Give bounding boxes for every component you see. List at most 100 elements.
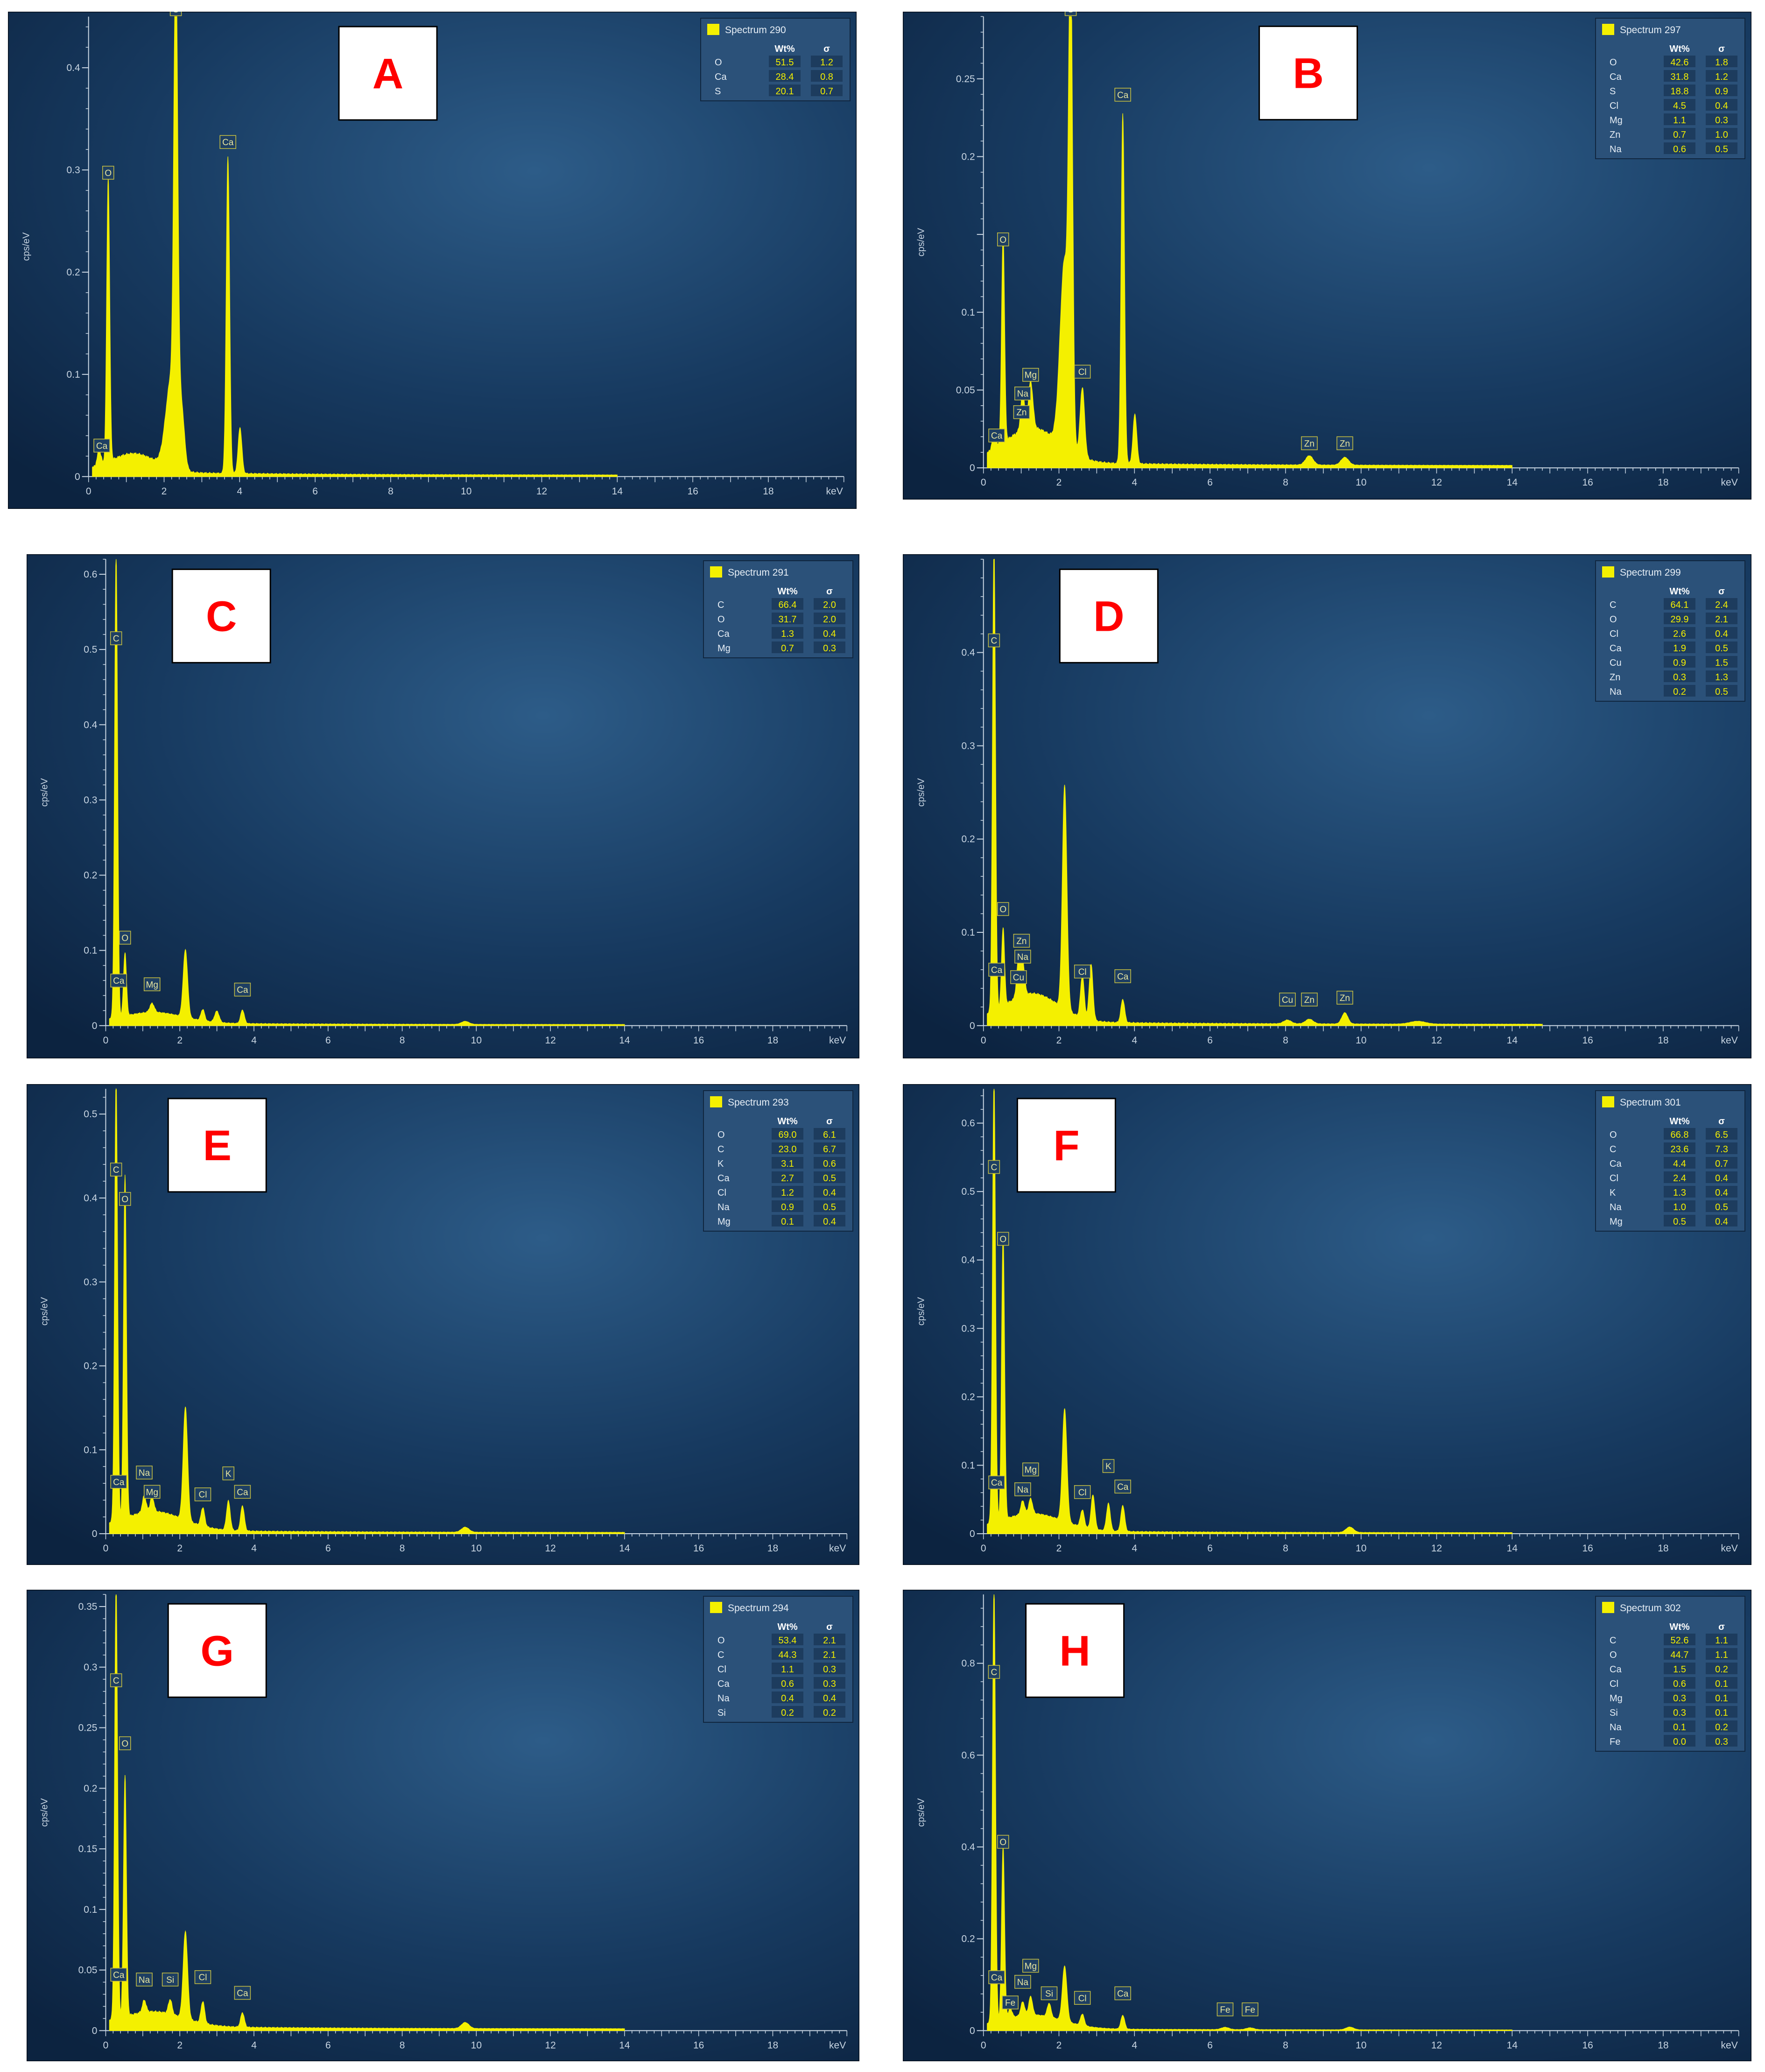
table-cell-bg <box>1664 56 1695 67</box>
table-element: S <box>715 86 721 97</box>
y-tick-label: 0.2 <box>962 1392 975 1402</box>
x-tick-label: 10 <box>1356 477 1366 488</box>
x-tick-label: 2 <box>177 1035 183 1046</box>
legend-swatch <box>1602 24 1614 35</box>
x-tick-label: 4 <box>251 1035 257 1046</box>
x-tick-label: 0 <box>103 2040 109 2051</box>
table-cell-bg <box>1664 1215 1695 1226</box>
peak-label-box <box>234 1485 251 1499</box>
table-element: Na <box>717 1693 730 1704</box>
y-tick-label: 0.2 <box>962 151 975 162</box>
peak-label-box <box>1102 1459 1115 1473</box>
table-element: Na <box>1610 1202 1622 1212</box>
y-tick-label: 0.1 <box>67 369 80 380</box>
x-tick-label: 12 <box>536 486 547 497</box>
peak-label-box <box>143 977 161 992</box>
table-value: 0.4 <box>1715 629 1728 639</box>
x-tick-label: 4 <box>1132 1035 1137 1046</box>
table-cell-bg <box>772 598 803 610</box>
table-value: 6.7 <box>823 1144 836 1155</box>
x-tick-label: 4 <box>1132 2040 1137 2051</box>
table-header: σ <box>826 1622 833 1632</box>
legend-swatch <box>707 24 719 35</box>
x-tick-label: 10 <box>1356 1543 1366 1554</box>
table-cell-bg <box>1706 685 1737 697</box>
table-cell-bg <box>814 1157 845 1169</box>
x-tick-label: 8 <box>1283 2040 1288 2051</box>
y-tick-label: 0.5 <box>84 644 97 655</box>
table-cell-bg <box>1664 598 1695 610</box>
table-cell-bg <box>1664 1677 1695 1689</box>
y-tick-label: 0.1 <box>84 1904 97 1915</box>
table-cell-bg <box>1706 1200 1737 1212</box>
y-tick-label: 0.4 <box>962 648 976 658</box>
x-tick-label: 6 <box>325 1543 331 1554</box>
table-value: 1.5 <box>1673 1664 1686 1675</box>
peak-label-box <box>110 1967 127 1982</box>
table-value: 0.4 <box>1715 1217 1728 1227</box>
spectrum-series <box>109 1088 625 1534</box>
x-tick-label: 12 <box>1431 1035 1442 1046</box>
table-cell-bg <box>1706 1648 1737 1660</box>
table-cell-bg <box>1706 1677 1737 1689</box>
peak-label-box <box>1114 1986 1131 2001</box>
table-element: Si <box>717 1708 726 1718</box>
x-tick-label: 0 <box>86 486 91 497</box>
peak-label: Na <box>1017 952 1029 962</box>
x-tick-label: 6 <box>325 2040 331 2051</box>
x-tick-label: 14 <box>612 486 623 497</box>
peak-label-box <box>219 135 236 149</box>
table-cell-bg <box>814 1634 845 1645</box>
x-tick-label: 14 <box>1507 1543 1518 1554</box>
table-cell-bg <box>772 1648 803 1660</box>
x-tick-label: 10 <box>1356 2040 1366 2051</box>
peak-label-box <box>988 428 1005 443</box>
peak-label: Zn <box>1304 439 1315 449</box>
peak-label-box <box>988 963 1005 977</box>
table-element: Fe <box>1610 1737 1620 1747</box>
y-tick-label: 0.2 <box>962 834 975 845</box>
peak-label-box <box>1022 367 1039 382</box>
table-element: Mg <box>1610 1217 1623 1227</box>
y-axis-label: cps/eV <box>916 1297 926 1325</box>
table-cell-bg <box>1706 1634 1737 1645</box>
table-cell-bg <box>1664 1648 1695 1660</box>
spectrum-title: Spectrum 290 <box>725 25 786 35</box>
x-tick-label: 0 <box>981 2040 986 2051</box>
table-value: 0.2 <box>781 1708 794 1718</box>
table-value: 0.3 <box>1673 1693 1686 1704</box>
peak-label-box <box>1013 934 1030 948</box>
table-cell-bg <box>1664 1663 1695 1674</box>
table-element: S <box>1610 86 1616 97</box>
peak-label: Si <box>166 1975 174 1985</box>
spectrum-title: Spectrum 291 <box>728 567 789 578</box>
table-element: Ca <box>717 1173 730 1184</box>
panel-letter: C <box>206 592 237 640</box>
table-cell-bg <box>1664 1720 1695 1732</box>
table-cell-bg <box>769 56 801 67</box>
table-cell-bg <box>1664 1735 1695 1747</box>
table-header: σ <box>1718 586 1725 597</box>
x-tick-label: 16 <box>693 2040 704 2051</box>
x-tick-label: 0 <box>981 477 986 488</box>
table-cell-bg <box>772 1663 803 1674</box>
table-value: 0.4 <box>1715 1188 1728 1198</box>
table-value: 1.1 <box>781 1664 794 1675</box>
legend-swatch <box>710 1602 722 1613</box>
table-element: O <box>1610 1650 1617 1660</box>
x-tick-label: 4 <box>1132 477 1137 488</box>
table-cell-bg <box>1706 1142 1737 1154</box>
spectrum-chart: cps/eV 0 0.05 0.1 0.15 0.2 0.25 0.3 0.35 0 2 4 6 8 10 1… <box>27 1590 859 2061</box>
table-element: Mg <box>1610 115 1623 126</box>
table-cell-bg <box>814 641 845 653</box>
table-value: 2.1 <box>1715 614 1728 625</box>
table-cell-bg <box>769 70 801 82</box>
peak-label-box <box>143 1485 161 1499</box>
table-value: 7.3 <box>1715 1144 1728 1155</box>
table-element: Ca <box>717 1679 730 1689</box>
table-element: K <box>717 1159 724 1169</box>
peak-label: Ca <box>1117 91 1129 100</box>
spectrum-panel-g: cps/eV 0 0.05 0.1 0.15 0.2 0.25 0.3 0.35 0 2 4 6 8 10 1… <box>27 1590 859 2061</box>
table-value: 2.1 <box>823 1635 836 1646</box>
x-tick-label: 6 <box>325 1035 331 1046</box>
